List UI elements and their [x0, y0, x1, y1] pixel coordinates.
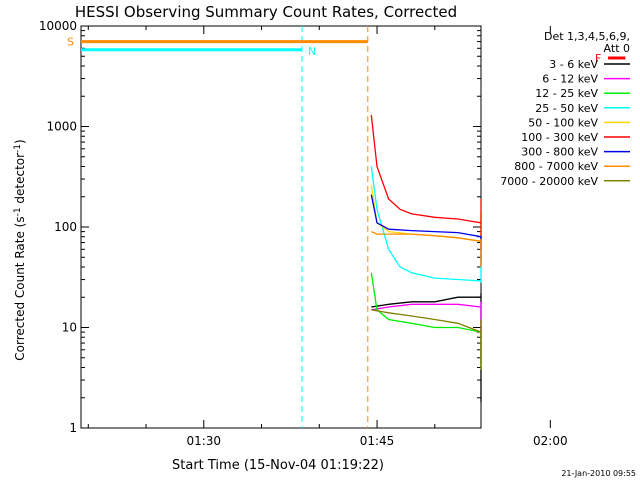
- legend-label-6: 300 - 800 keV: [521, 146, 598, 159]
- series-line-5: [370, 114, 482, 250]
- y-tick-label-100: 100: [54, 220, 77, 234]
- series-line-3: [370, 166, 482, 283]
- x-tick-label-01:45: 01:45: [360, 434, 395, 448]
- x-axis-label: Start Time (15-Nov-04 01:19:22): [172, 458, 384, 473]
- plot-area: 01:3001:4502:0002:1502:3002:451101001000…: [39, 19, 626, 448]
- flag-label-N: N: [308, 45, 316, 58]
- legend-label-3: 25 - 50 keV: [535, 102, 598, 115]
- legend-label-1: 6 - 12 keV: [542, 73, 598, 86]
- legend-label-8: 7000 - 20000 keV: [500, 175, 598, 188]
- x-tick-label-01:30: 01:30: [186, 434, 221, 448]
- legend-label-0: 3 - 6 keV: [549, 58, 598, 71]
- legend-label-2: 12 - 25 keV: [535, 87, 598, 100]
- flag-label-S: S: [67, 36, 74, 49]
- footer-date: 21-Jan-2010 09:55: [561, 469, 636, 478]
- y-tick-label-1: 1: [69, 421, 77, 435]
- legend-label-5: 100 - 300 keV: [521, 131, 598, 144]
- y-axis-label: Corrected Count Rate (s-1 detector-1): [13, 139, 27, 360]
- x-tick-label-02:00: 02:00: [533, 434, 568, 448]
- flag-label-F: F: [595, 52, 601, 65]
- y-tick-label-1000: 1000: [46, 120, 77, 134]
- legend-header-1: Det 1,3,4,5,6,9,: [544, 30, 630, 43]
- y-tick-label-10: 10: [62, 321, 77, 335]
- chart-title: HESSI Observing Summary Count Rates, Cor…: [75, 3, 457, 21]
- series-line-7: [371, 231, 482, 267]
- legend-label-7: 800 - 7000 keV: [514, 160, 598, 173]
- series-line-8: [371, 309, 482, 370]
- legend-label-4: 50 - 100 keV: [528, 116, 598, 129]
- legend-header-2: Att 0: [604, 42, 630, 55]
- y-tick-label-10000: 10000: [39, 19, 77, 33]
